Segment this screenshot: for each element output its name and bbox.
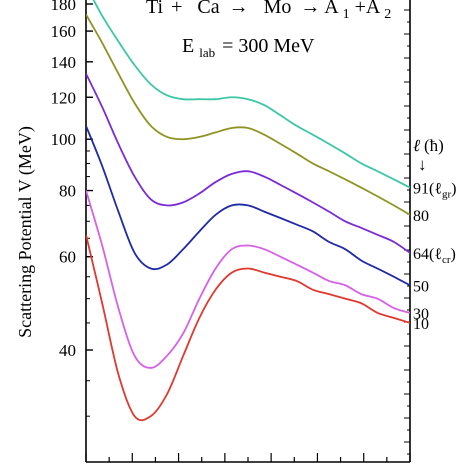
plot-frame	[85, 0, 411, 463]
y-tick-label-140: 140	[51, 53, 77, 72]
y-tick-label-40: 40	[59, 341, 76, 360]
x-axis-ticks	[85, 9, 411, 462]
series-curve-91	[92, 0, 410, 189]
chart-title: Ti + Ca → Mo → A 1 +A 2	[146, 0, 391, 23]
series-label-91: 91(ℓgr)	[413, 181, 457, 201]
series-curve-64	[86, 73, 410, 254]
series-curve-50	[86, 125, 410, 287]
y-tick-label-160: 160	[51, 22, 77, 41]
series-curve-10	[86, 234, 410, 422]
series-label-30: 30	[413, 306, 429, 323]
y-tick-label-80: 80	[59, 182, 76, 201]
legend-header-unit: (ħ)	[424, 136, 444, 155]
legend-header: ℓ (ħ) ↓	[413, 136, 444, 174]
y-tick-label-120: 120	[51, 88, 77, 107]
y-tick-label-100: 100	[51, 130, 77, 149]
series-label-10: 10	[413, 316, 429, 333]
series-curve-80	[86, 14, 410, 216]
legend-down-arrow: ↓	[418, 155, 427, 174]
y-tick-label-60: 60	[59, 248, 76, 267]
series-curve-30	[86, 190, 410, 369]
y-tick-label-180: 180	[51, 0, 77, 14]
y-axis-ticks: 40 60 80 100 120 140 160 180	[51, 0, 93, 417]
energy-label: E lab = 300 MeV	[182, 35, 315, 62]
series-label-80: 80	[413, 208, 429, 225]
series-label-64: 64(ℓcr)	[413, 246, 456, 266]
series-label-50: 50	[413, 278, 429, 295]
legend-header-symbol: ℓ	[413, 136, 420, 155]
y-axis-label: Scattering Potential V (MeV)	[15, 126, 36, 338]
series-curves	[86, 0, 410, 422]
